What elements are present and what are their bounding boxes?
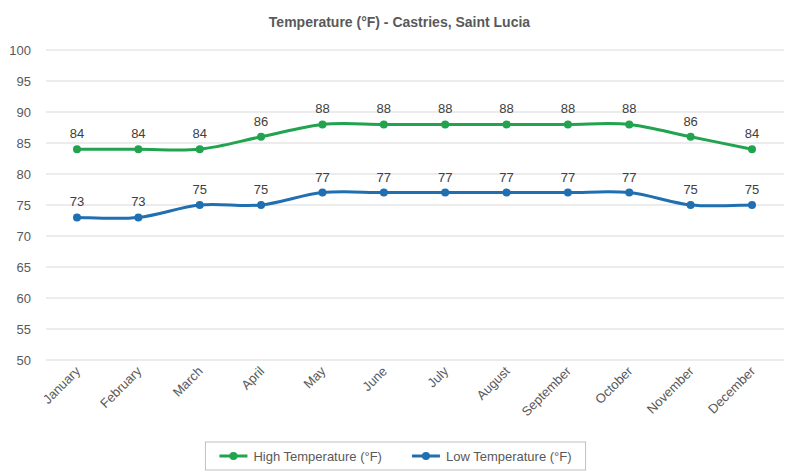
y-tick-label: 75	[17, 198, 31, 213]
data-label: 75	[745, 182, 759, 197]
data-label: 88	[561, 101, 575, 116]
grid-line	[46, 81, 784, 82]
data-label: 84	[70, 126, 84, 141]
data-label: 84	[745, 126, 759, 141]
marker	[73, 145, 81, 153]
background	[0, 0, 799, 476]
x-tick-label: October	[592, 363, 636, 407]
x-tick-label: January	[40, 363, 84, 407]
y-tick-label: 50	[17, 353, 31, 368]
x-tick-label: August	[473, 363, 512, 402]
grid-line	[46, 267, 784, 268]
marker	[564, 120, 572, 128]
data-label: 77	[315, 170, 329, 185]
data-label: 75	[254, 182, 268, 197]
marker	[196, 145, 204, 153]
series-line	[77, 192, 752, 219]
grid-line	[46, 236, 784, 237]
x-tick-label: July	[424, 363, 451, 390]
data-label: 88	[377, 101, 391, 116]
marker	[503, 120, 511, 128]
marker	[564, 189, 572, 197]
legend-marker	[422, 452, 430, 460]
data-label: 75	[683, 182, 697, 197]
legend: High Temperature (°F) Low Temperature (°F…	[205, 442, 585, 470]
y-tick-label: 60	[17, 291, 31, 306]
grid-line	[46, 112, 784, 113]
legend-marker	[229, 452, 237, 460]
chart-title: Temperature (°F) - Castries, Saint Lucia	[269, 14, 531, 30]
data-label: 88	[499, 101, 513, 116]
legend-box	[205, 442, 585, 470]
data-label: 86	[254, 114, 268, 129]
data-label: 77	[561, 170, 575, 185]
marker	[134, 213, 142, 221]
marker	[625, 189, 633, 197]
grid-line	[46, 298, 784, 299]
marker	[318, 120, 326, 128]
series-line	[77, 123, 752, 150]
x-tick-label: April	[238, 363, 267, 392]
marker	[625, 120, 633, 128]
x-axis: January February March April May June July Augu…	[40, 363, 759, 419]
marker	[687, 133, 695, 141]
x-tick-label: September	[518, 363, 574, 419]
y-tick-label: 65	[17, 260, 31, 275]
grid-line	[46, 329, 784, 330]
marker	[257, 133, 265, 141]
grid-line	[46, 174, 784, 175]
marker	[196, 201, 204, 209]
x-tick-label: May	[301, 363, 329, 391]
data-label: 88	[622, 101, 636, 116]
y-tick-label: 95	[17, 74, 31, 89]
marker	[73, 213, 81, 221]
data-label: 84	[192, 126, 206, 141]
x-tick-label: March	[170, 364, 206, 400]
legend-label: High Temperature (°F)	[253, 449, 382, 464]
marker	[748, 145, 756, 153]
x-tick-label: June	[359, 364, 390, 395]
chart: Temperature (°F) - Castries, Saint Lucia…	[0, 0, 799, 476]
marker	[380, 189, 388, 197]
legend-label: Low Temperature (°F)	[446, 449, 572, 464]
data-label: 88	[315, 101, 329, 116]
grid-line	[46, 205, 784, 206]
data-label: 73	[70, 194, 84, 209]
data-label: 75	[192, 182, 206, 197]
y-tick-label: 55	[17, 322, 31, 337]
plot-area	[73, 120, 756, 221]
marker	[318, 189, 326, 197]
data-label: 77	[438, 170, 452, 185]
marker	[503, 189, 511, 197]
grid-line	[46, 360, 784, 361]
data-label: 88	[438, 101, 452, 116]
marker	[380, 120, 388, 128]
grid-line	[46, 143, 784, 144]
y-tick-label: 85	[17, 136, 31, 151]
data-label: 77	[377, 170, 391, 185]
data-label: 73	[131, 194, 145, 209]
data-label: 84	[131, 126, 145, 141]
grid-line	[46, 50, 784, 51]
legend-item: High Temperature (°F)	[219, 449, 382, 464]
data-label: 86	[683, 114, 697, 129]
y-tick-label: 70	[17, 229, 31, 244]
y-tick-label: 100	[9, 43, 31, 58]
x-tick-label: November	[644, 363, 697, 416]
data-label: 77	[622, 170, 636, 185]
marker	[441, 120, 449, 128]
y-tick-label: 90	[17, 105, 31, 120]
marker	[687, 201, 695, 209]
y-tick-label: 80	[17, 167, 31, 182]
marker	[257, 201, 265, 209]
data-label: 77	[499, 170, 513, 185]
x-tick-label: February	[97, 363, 145, 411]
legend-item: Low Temperature (°F)	[412, 449, 572, 464]
data-labels: 84 84 84 86 88 88 88 88 88 88 86 84 73 73 75 75 77 77 77 77…	[70, 101, 759, 209]
marker	[441, 189, 449, 197]
y-axis: 50 55 60 65 70 75 80 85 90 95 100	[9, 43, 784, 368]
x-tick-label: December	[705, 363, 758, 416]
marker	[134, 145, 142, 153]
marker	[748, 201, 756, 209]
